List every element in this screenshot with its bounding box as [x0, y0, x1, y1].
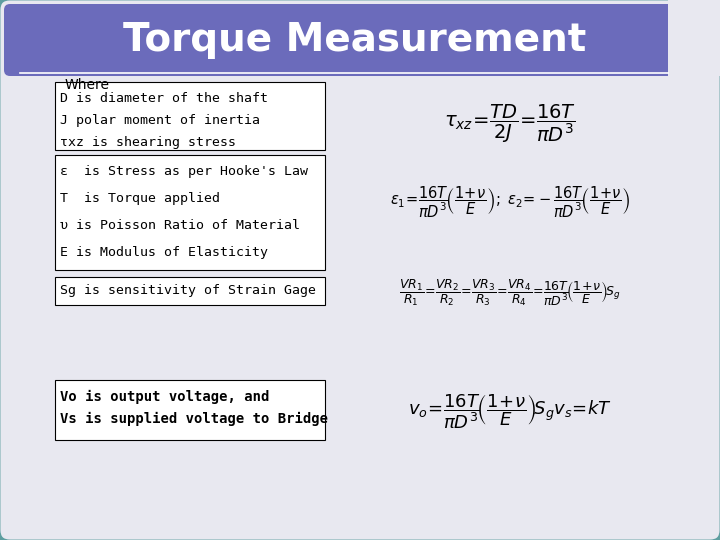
Text: Vs is supplied voltage to Bridge: Vs is supplied voltage to Bridge — [60, 412, 328, 426]
Text: Torque Measurement: Torque Measurement — [123, 21, 587, 59]
Polygon shape — [668, 0, 720, 76]
Text: T  is Torque applied: T is Torque applied — [60, 192, 220, 205]
FancyBboxPatch shape — [55, 82, 325, 150]
FancyBboxPatch shape — [4, 4, 674, 76]
Text: υ is Poisson Ratio of Material: υ is Poisson Ratio of Material — [60, 219, 300, 232]
FancyBboxPatch shape — [55, 277, 325, 305]
Text: Where: Where — [65, 78, 110, 92]
Text: J polar moment of inertia: J polar moment of inertia — [60, 114, 260, 127]
Text: E is Modulus of Elasticity: E is Modulus of Elasticity — [60, 246, 268, 259]
FancyBboxPatch shape — [55, 155, 325, 270]
Text: $v_o \!=\! \dfrac{16T}{\pi D^3}\!\left(\dfrac{1\!+\!\nu}{E}\right)\!S_g v_s \!=\: $v_o \!=\! \dfrac{16T}{\pi D^3}\!\left(\… — [408, 392, 612, 431]
FancyBboxPatch shape — [55, 380, 325, 440]
Text: Vo is output voltage, and: Vo is output voltage, and — [60, 390, 269, 404]
Text: $\tau_{xz} \!=\! \dfrac{TD}{2J} \!=\! \dfrac{16T}{\pi D^3}$: $\tau_{xz} \!=\! \dfrac{TD}{2J} \!=\! \d… — [444, 103, 576, 145]
Text: Sg is sensitivity of Strain Gage: Sg is sensitivity of Strain Gage — [60, 284, 316, 297]
Text: τxz is shearing stress: τxz is shearing stress — [60, 136, 236, 149]
Text: $\dfrac{VR_1}{R_1} \!=\! \dfrac{VR_2}{R_2} \!=\! \dfrac{VR_3}{R_3} \!=\! \dfrac{: $\dfrac{VR_1}{R_1} \!=\! \dfrac{VR_2}{R_… — [399, 278, 621, 308]
Text: D is diameter of the shaft: D is diameter of the shaft — [60, 92, 268, 105]
Text: ε  is Stress as per Hooke's Law: ε is Stress as per Hooke's Law — [60, 165, 308, 178]
Text: $\varepsilon_1 \!=\! \dfrac{16T}{\pi D^3}\!\left(\dfrac{1\!+\!\nu}{E}\right)$$;\: $\varepsilon_1 \!=\! \dfrac{16T}{\pi D^3… — [390, 185, 630, 220]
